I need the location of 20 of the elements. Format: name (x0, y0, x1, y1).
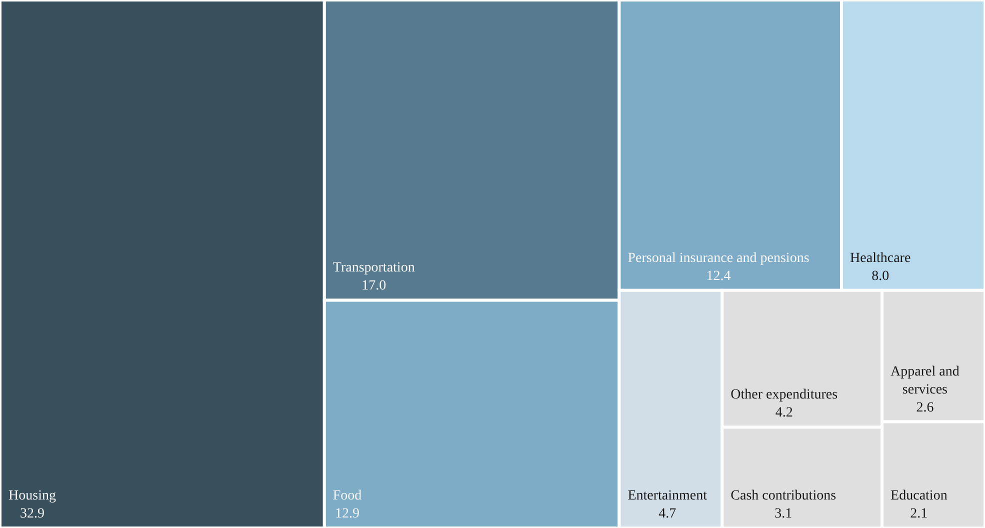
data-label: 4.2 (775, 406, 793, 421)
data-label: 3.1 (774, 506, 792, 522)
category-label: Other expenditures (730, 388, 838, 403)
category-label: Education (890, 488, 948, 504)
category-label: Apparel and services (890, 364, 960, 398)
data-label: 12.4 (706, 268, 731, 284)
category-label: Transportation (332, 260, 415, 276)
data-label: 2.1 (910, 506, 928, 522)
category-label: Food (332, 488, 362, 504)
data-label: 4.7 (658, 506, 676, 522)
category-label: Healthcare (850, 250, 911, 266)
data-label: 12.9 (335, 506, 360, 522)
category-label: Entertainment (628, 488, 708, 504)
category-label: Cash contributions (730, 488, 836, 504)
data-label: 2.6 (916, 400, 934, 416)
data-label: 8.0 (872, 268, 890, 284)
data-label: 32.9 (20, 506, 44, 522)
category-label: Housing (8, 488, 56, 504)
category-label: Personal insurance and pensions (628, 250, 810, 266)
data-label: 17.0 (362, 278, 386, 294)
